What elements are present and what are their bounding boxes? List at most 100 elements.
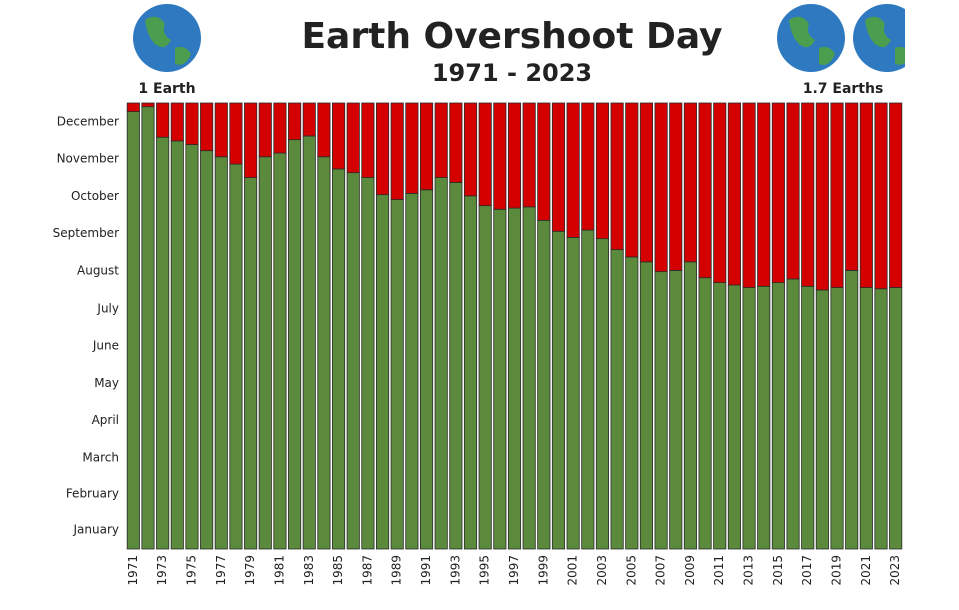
bar-segment xyxy=(244,177,258,550)
bar-segment xyxy=(332,168,346,550)
bar-segment xyxy=(801,102,815,287)
bar-segment xyxy=(713,102,727,284)
bar-segment xyxy=(405,102,419,194)
bar-segment xyxy=(566,237,580,550)
bar-segment xyxy=(727,284,741,550)
bar-segment xyxy=(405,193,419,550)
y-tick-label: June xyxy=(92,339,119,353)
bar-segment xyxy=(375,194,390,550)
bar-segment xyxy=(346,172,360,550)
bar-segment xyxy=(625,256,639,550)
x-tick-label: 1985 xyxy=(331,555,345,586)
y-tick-label: January xyxy=(73,523,120,537)
bar-segment xyxy=(141,102,155,108)
bar-segment xyxy=(786,102,800,280)
bar-segment xyxy=(390,199,404,550)
bar-segment xyxy=(185,144,199,550)
bar-segment xyxy=(581,229,595,550)
bar-segment xyxy=(302,102,316,137)
bar-segment xyxy=(258,102,272,158)
bar-segment xyxy=(786,278,800,550)
bar-segment xyxy=(273,152,287,550)
bar-segment xyxy=(493,102,507,210)
x-tick-label: 1975 xyxy=(184,555,198,586)
bar-segment xyxy=(610,249,624,550)
x-tick-label: 2007 xyxy=(654,555,668,586)
x-tick-label: 2011 xyxy=(712,555,726,586)
x-tick-label: 1995 xyxy=(478,555,492,586)
bar-segment xyxy=(683,102,697,263)
x-tick-label: 2005 xyxy=(624,555,638,586)
bar-segment xyxy=(273,102,287,154)
bar-segment xyxy=(625,102,639,258)
x-tick-label: 1993 xyxy=(448,555,462,586)
x-tick-label: 2021 xyxy=(859,555,873,586)
bar-segment xyxy=(361,102,375,178)
chart-subtitle: 1971 - 2023 xyxy=(432,59,592,87)
y-tick-label: April xyxy=(92,413,119,427)
bar-segment xyxy=(507,102,522,209)
bar-segment xyxy=(742,102,756,288)
bar-segment xyxy=(229,163,243,550)
x-tick-label: 1991 xyxy=(419,555,433,586)
y-tick-label: August xyxy=(77,264,119,278)
bar-segment xyxy=(610,102,624,251)
bar-segment xyxy=(815,289,829,550)
bar-segment xyxy=(669,102,683,271)
bar-segment xyxy=(595,238,610,550)
bar-segment xyxy=(713,282,727,550)
bar-segment xyxy=(244,102,258,178)
bar-segment xyxy=(375,102,390,196)
bar-segment xyxy=(449,102,463,183)
x-tick-label: 1997 xyxy=(507,555,521,586)
bar-segment xyxy=(551,102,566,232)
bar-segment xyxy=(537,219,551,550)
bar-segment xyxy=(288,139,302,550)
bar-segment xyxy=(463,102,478,197)
bar-segment xyxy=(537,102,551,221)
bar-segment xyxy=(478,205,492,550)
bar-segment xyxy=(845,270,859,550)
globe-left xyxy=(133,4,201,72)
bar-segment xyxy=(683,261,697,550)
bar-segment xyxy=(889,102,903,288)
bar-segment xyxy=(126,111,140,550)
bar-segment xyxy=(141,106,155,550)
annotation: 1.7 Earths xyxy=(803,81,884,97)
bar-segment xyxy=(126,102,140,112)
bar-segment xyxy=(830,287,844,550)
bar-segment xyxy=(771,102,785,284)
x-tick-label: 1983 xyxy=(302,555,316,586)
bar-segment xyxy=(595,102,610,240)
bar-segment xyxy=(170,102,184,142)
bar-segment xyxy=(361,177,375,550)
bar-segment xyxy=(845,102,859,271)
bar-segment xyxy=(669,270,683,550)
bar-segment xyxy=(801,285,815,550)
bar-segment xyxy=(698,102,712,279)
bar-segment xyxy=(478,102,492,207)
x-tick-label: 1973 xyxy=(155,555,169,586)
bar-segment xyxy=(874,288,888,550)
chart-title: Earth Overshoot Day xyxy=(301,16,722,57)
x-tick-label: 1987 xyxy=(360,555,374,586)
x-tick-label: 2023 xyxy=(888,555,902,586)
globe-right xyxy=(777,4,905,72)
x-tick-label: 2001 xyxy=(566,555,580,586)
y-tick-label: October xyxy=(71,189,119,203)
x-tick-label: 1981 xyxy=(272,555,286,586)
bar-segment xyxy=(317,156,331,550)
bar-segment xyxy=(419,102,434,191)
bar-segment xyxy=(874,102,888,290)
x-tick-label: 2009 xyxy=(683,555,697,586)
y-tick-label: December xyxy=(57,114,119,128)
y-tick-label: February xyxy=(66,487,119,501)
bar-segment xyxy=(757,102,771,287)
x-tick-label: 2017 xyxy=(800,555,814,586)
x-tick-label: 1979 xyxy=(243,555,257,586)
bar-segment xyxy=(581,102,595,231)
bar-segment xyxy=(654,271,668,550)
bar-segment xyxy=(522,102,536,208)
bar-segment xyxy=(654,102,668,273)
